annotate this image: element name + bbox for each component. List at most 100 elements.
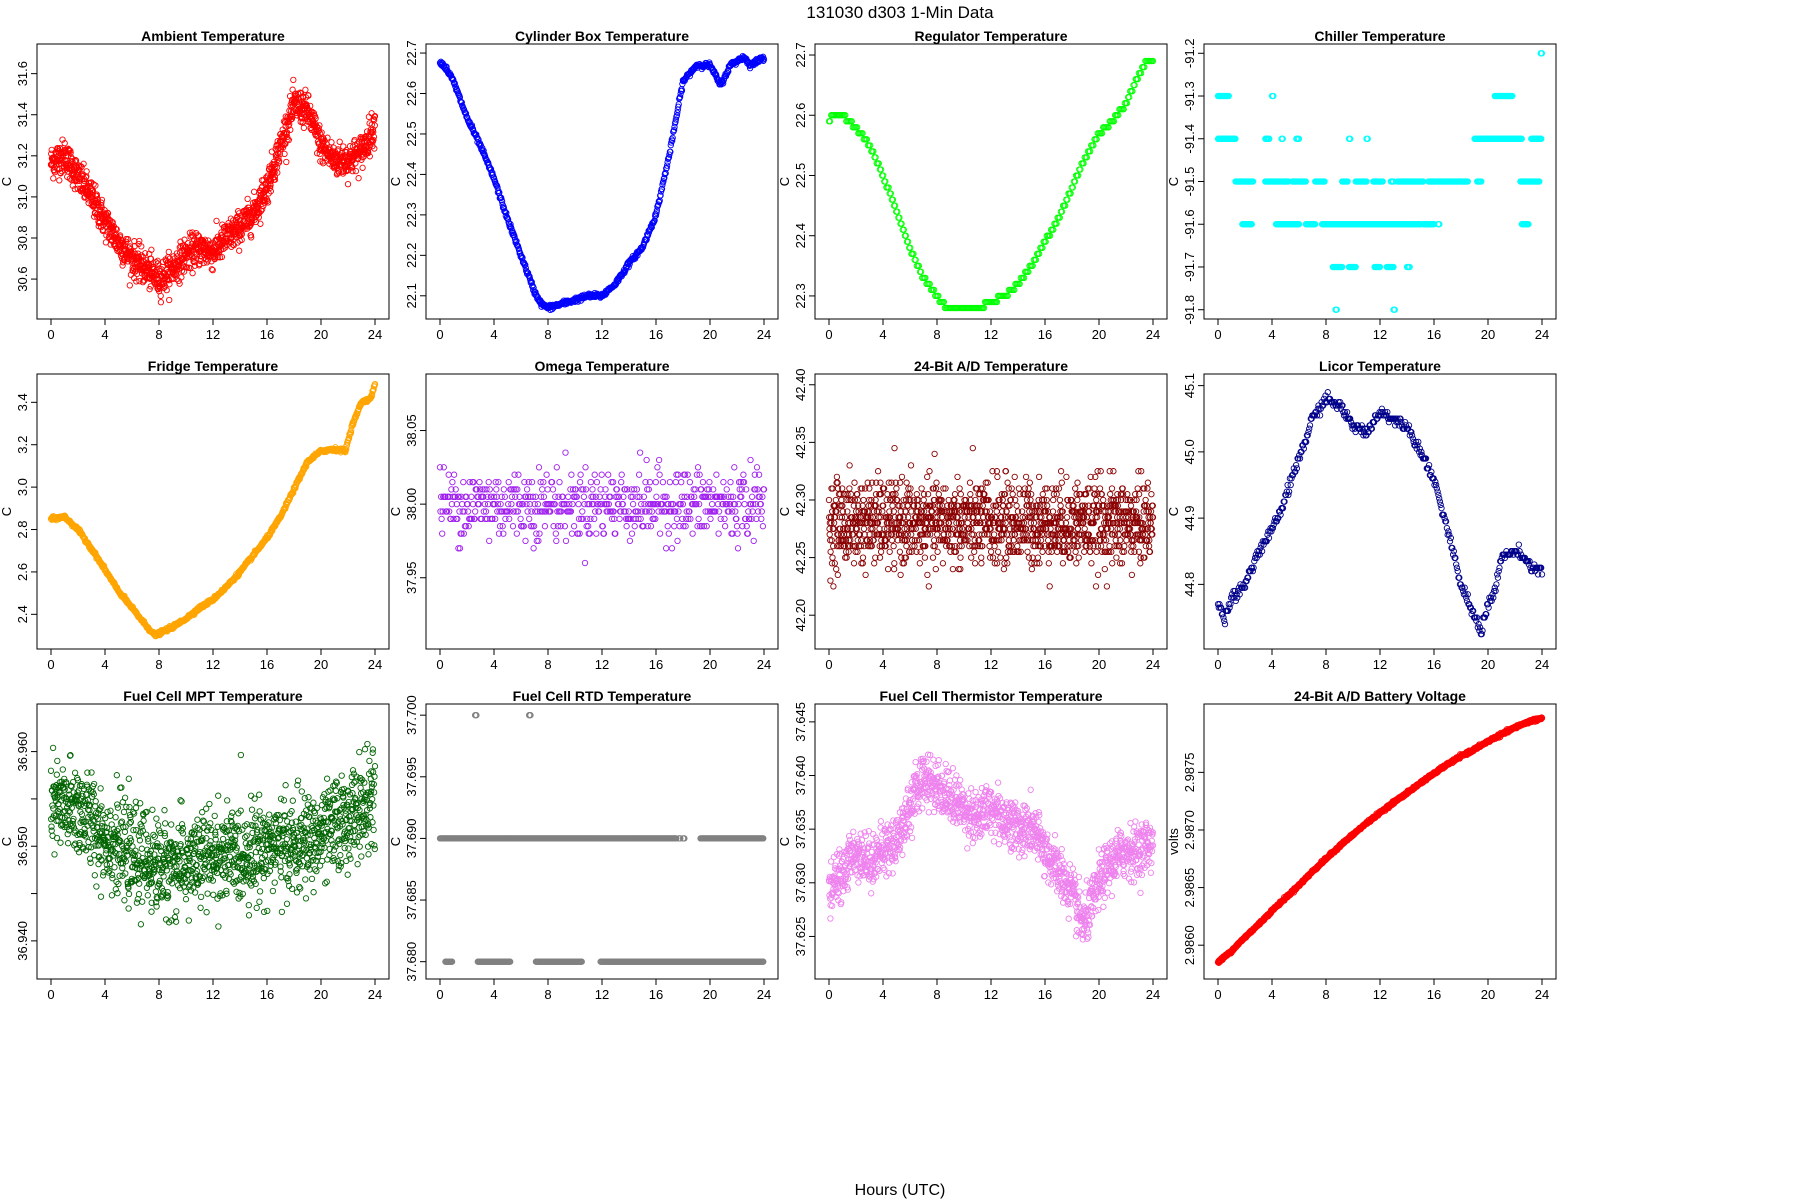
data-point xyxy=(695,515,702,523)
x-tick-label: 4 xyxy=(1268,327,1275,342)
data-point xyxy=(674,537,681,545)
y-tick-label: 22.6 xyxy=(793,103,808,128)
x-tick-label: 12 xyxy=(595,657,609,672)
data-point xyxy=(706,478,713,486)
x-tick-label: 12 xyxy=(206,657,220,672)
data-point xyxy=(236,247,243,254)
data-point xyxy=(523,486,531,493)
y-tick-label: -91.4 xyxy=(1182,124,1197,154)
data-point xyxy=(208,266,215,273)
data-point xyxy=(616,515,623,523)
data-point xyxy=(197,257,204,265)
data-series xyxy=(436,52,768,314)
x-tick-label: 4 xyxy=(879,327,886,342)
panel-title: Cylinder Box Temperature xyxy=(515,28,689,44)
data-point xyxy=(593,478,601,486)
data-point xyxy=(78,163,85,171)
y-tick-label: -91.7 xyxy=(1182,252,1197,282)
data-point xyxy=(220,245,227,252)
data-point xyxy=(723,486,730,493)
x-tick-label: 0 xyxy=(436,657,443,672)
data-point xyxy=(672,478,679,486)
data-point xyxy=(201,236,209,243)
x-tick-label: 20 xyxy=(1481,327,1495,342)
data-point xyxy=(194,232,202,239)
x-tick-label: 8 xyxy=(544,657,551,672)
data-point xyxy=(50,175,57,182)
data-point xyxy=(587,478,595,486)
data-point xyxy=(438,515,445,523)
data-point xyxy=(275,157,283,165)
data-point xyxy=(753,464,761,471)
y-tick-label: 22.4 xyxy=(793,223,808,248)
data-point xyxy=(119,259,127,266)
data-point xyxy=(575,500,582,508)
panel-title: Omega Temperature xyxy=(534,358,669,374)
x-tick-label: 16 xyxy=(1427,327,1441,342)
data-point xyxy=(508,500,515,508)
data-point xyxy=(827,548,834,555)
x-tick-label: 8 xyxy=(155,327,162,342)
data-point xyxy=(832,496,840,504)
x-tick-label: 0 xyxy=(825,657,832,672)
data-point xyxy=(656,530,664,537)
data-point xyxy=(445,471,452,478)
data-point xyxy=(257,220,264,227)
data-point xyxy=(830,583,837,590)
y-axis-label: C xyxy=(777,177,792,186)
data-point xyxy=(827,577,834,584)
data-point xyxy=(186,253,193,261)
y-tick-label: 38.05 xyxy=(404,414,419,447)
data-point xyxy=(169,275,176,283)
data-series xyxy=(825,444,1157,590)
data-point xyxy=(509,523,517,530)
data-point xyxy=(133,278,140,285)
y-tick-label: 22.2 xyxy=(404,243,419,268)
data-point xyxy=(173,250,181,257)
data-point xyxy=(570,523,578,530)
data-point xyxy=(593,530,600,537)
x-tick-label: 8 xyxy=(933,657,940,672)
data-point xyxy=(501,493,509,500)
data-point xyxy=(72,157,80,164)
x-tick-label: 20 xyxy=(314,657,328,672)
data-point xyxy=(596,493,603,500)
data-point xyxy=(741,500,748,508)
data-point xyxy=(568,471,575,478)
x-tick-label: 0 xyxy=(1214,327,1221,342)
y-tick-label: 42.40 xyxy=(793,368,808,401)
data-point xyxy=(747,456,754,464)
data-point xyxy=(157,299,165,306)
data-point xyxy=(118,237,126,244)
figure-x-label: Hours (UTC) xyxy=(855,1182,946,1199)
data-point xyxy=(152,259,160,266)
y-axis-label: C xyxy=(777,507,792,516)
y-tick-label: 30.6 xyxy=(15,266,30,291)
x-tick-label: 12 xyxy=(984,327,998,342)
data-point xyxy=(699,478,707,486)
x-tick-label: 0 xyxy=(825,327,832,342)
data-point xyxy=(213,217,220,225)
data-point xyxy=(686,478,694,486)
data-point xyxy=(274,169,281,176)
data-point xyxy=(61,140,68,147)
y-tick-label: 31.2 xyxy=(15,143,30,168)
data-point xyxy=(623,523,630,530)
data-point xyxy=(146,286,153,293)
y-tick-label: 38.00 xyxy=(404,488,419,521)
data-point xyxy=(359,164,366,171)
data-series xyxy=(47,380,379,640)
data-point xyxy=(157,292,164,300)
data-point xyxy=(707,515,714,523)
x-tick-label: 16 xyxy=(649,657,663,672)
y-tick-label: 22.6 xyxy=(404,81,419,106)
data-point xyxy=(98,196,106,204)
y-tick-label: 31.0 xyxy=(15,184,30,209)
data-point xyxy=(534,500,542,508)
data-point xyxy=(562,449,569,456)
y-tick-label: 42.30 xyxy=(793,484,808,517)
